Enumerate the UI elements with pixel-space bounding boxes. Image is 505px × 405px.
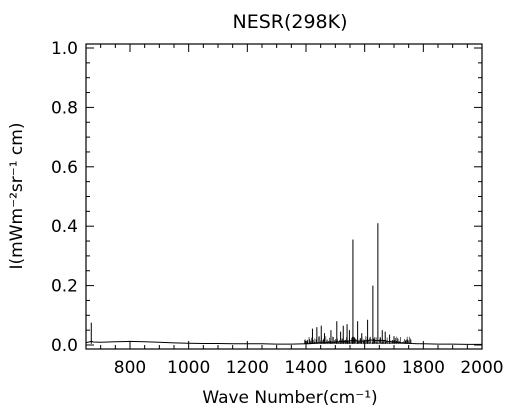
series-layer	[85, 223, 482, 345]
x-tick-label: 1600	[343, 358, 386, 378]
series-line	[85, 339, 482, 345]
x-axis: 800 1000 1200 1400 1600 1800 2000	[100, 44, 504, 378]
x-axis-label: Wave Number(cm⁻¹)	[202, 388, 377, 405]
y-tick-label: 0.0	[51, 336, 78, 356]
x-tick-label: 800	[114, 358, 146, 378]
x-tick-label: 1000	[167, 358, 210, 378]
x-tick-label: 1800	[402, 358, 445, 378]
y-tick-label: 1.0	[51, 39, 78, 59]
y-axis-label: I(mWm⁻²sr⁻¹ cm)	[7, 123, 27, 270]
x-tick-label: 1400	[284, 358, 327, 378]
y-tick-label: 0.2	[51, 277, 78, 297]
x-tick-label: 1200	[226, 358, 269, 378]
y-tick-label: 0.6	[51, 158, 78, 178]
x-tick-label: 2000	[460, 358, 503, 378]
plot-area-frame	[85, 43, 483, 350]
chart-title: NESR(298K)	[232, 11, 347, 33]
y-tick-label: 0.4	[51, 217, 78, 237]
y-tick-label: 0.8	[51, 98, 78, 118]
y-axis: 0.0 0.2 0.4 0.6 0.8 1.0	[51, 39, 482, 356]
